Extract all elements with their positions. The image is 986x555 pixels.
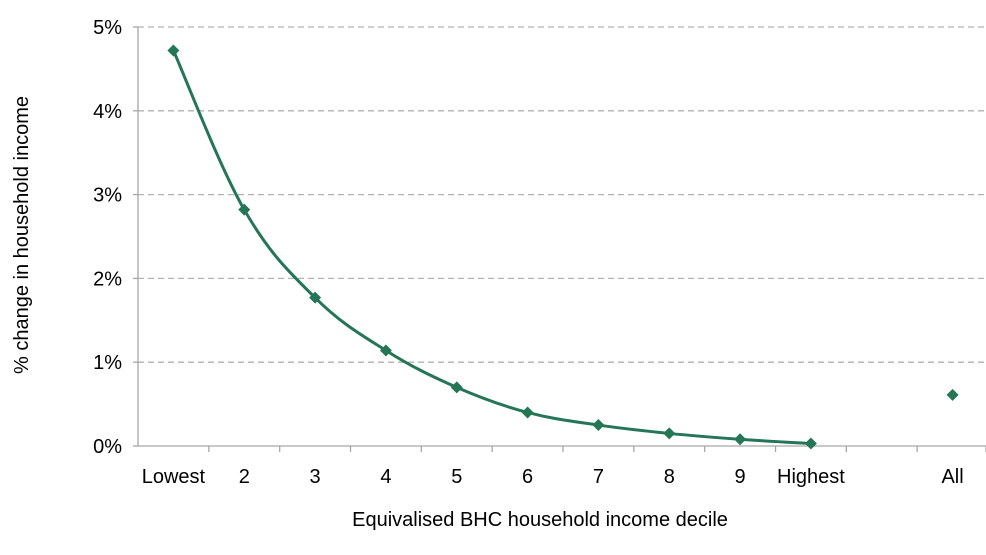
data-point-marker (450, 381, 463, 394)
axes (133, 26, 986, 452)
data-point-marker (734, 433, 747, 446)
x-tick-label: Highest (777, 466, 845, 488)
series-layer (167, 44, 959, 450)
x-tick-label: Lowest (142, 466, 206, 488)
data-point-marker (167, 44, 180, 57)
tick-labels: 0% 1% 2% 3% 4% 5% Lowest 2 3 4 5 6 7 8 9 Highest All (93, 17, 964, 488)
x-tick-label: All (941, 466, 963, 488)
x-tick-label: 3 (310, 466, 321, 488)
y-tick-label: 5% (93, 17, 122, 39)
y-axis-title: % change in household income (11, 96, 33, 374)
data-point-marker (663, 427, 676, 440)
x-tick-label: 2 (239, 466, 250, 488)
x-tick-label: 7 (593, 466, 604, 488)
x-tick-label: 4 (380, 466, 391, 488)
x-tick-label: 8 (664, 466, 675, 488)
data-point-marker (238, 203, 251, 216)
data-point-marker (804, 437, 817, 450)
data-point-marker (946, 388, 959, 401)
x-tick-label: 5 (451, 466, 462, 488)
y-tick-label: 3% (93, 185, 122, 207)
y-tick-label: 4% (93, 101, 122, 123)
y-tick-label: 0% (93, 436, 122, 458)
y-tick-label: 1% (93, 352, 122, 374)
gridlines (138, 26, 986, 363)
x-tick-label: 9 (735, 466, 746, 488)
data-point-marker (379, 344, 392, 357)
x-axis-title: Equivalised BHC household income decile (352, 509, 728, 531)
data-point-marker (309, 291, 322, 304)
y-tick-label: 2% (93, 268, 122, 290)
data-point-marker (521, 406, 534, 419)
data-point-marker (592, 419, 605, 432)
series-line (172, 49, 812, 445)
x-tick-label: 6 (522, 466, 533, 488)
